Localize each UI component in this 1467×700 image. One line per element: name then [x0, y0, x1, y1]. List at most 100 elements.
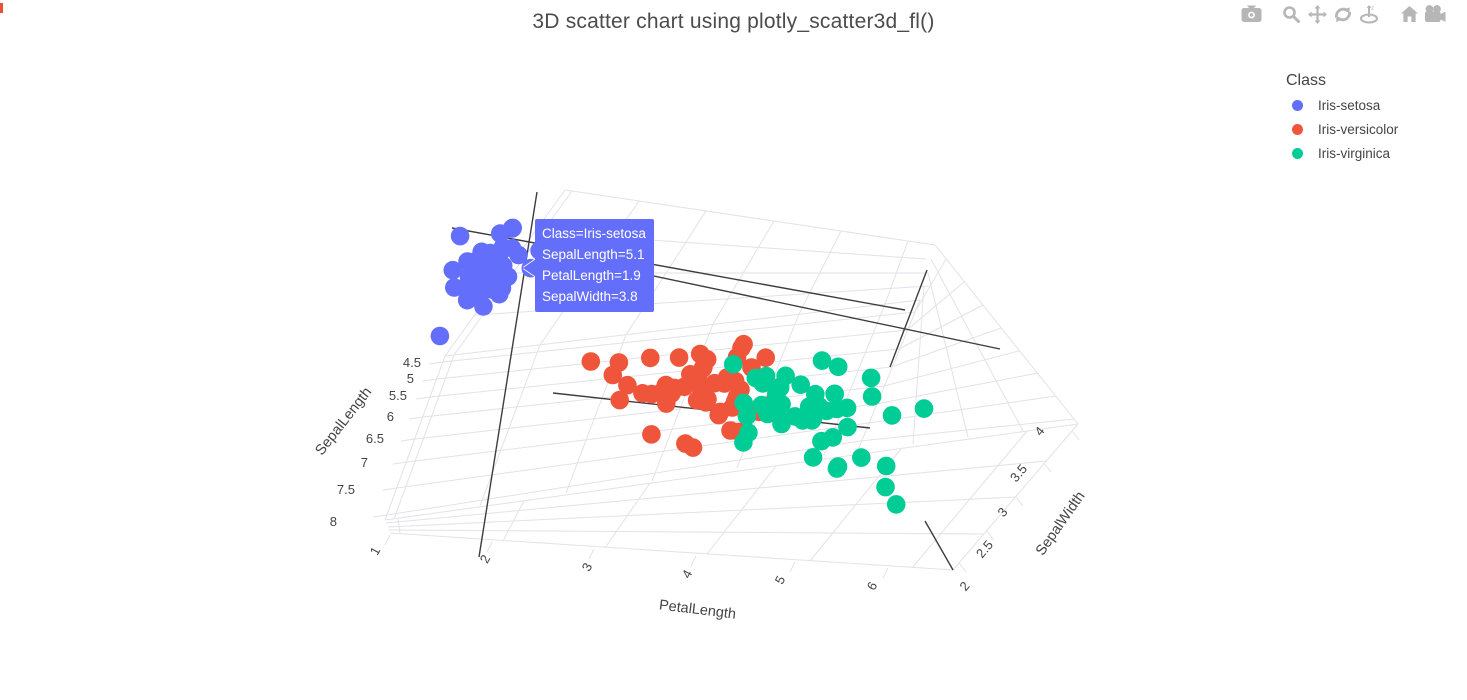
sepallength-axis-tick: 7	[361, 455, 368, 470]
data-point[interactable]	[785, 407, 805, 426]
screen-edge-artifact	[0, 3, 3, 13]
data-point[interactable]	[862, 387, 882, 406]
data-point[interactable]	[803, 448, 823, 467]
data-point[interactable]	[734, 393, 753, 413]
data-point[interactable]	[610, 390, 629, 410]
data-point[interactable]	[633, 384, 652, 403]
grid-line	[914, 258, 947, 313]
grid-line	[408, 416, 424, 420]
zoom-3d-button[interactable]	[1278, 3, 1304, 25]
data-point[interactable]	[825, 384, 844, 404]
data-point[interactable]	[430, 326, 450, 346]
data-point[interactable]	[886, 495, 906, 514]
legend-item-iris-virginica[interactable]: Iris-virginica	[1286, 146, 1398, 161]
sepallength-axis-tick: 6	[387, 409, 394, 424]
sepalwidth-axis-tick: 3	[994, 505, 1010, 520]
plotly-modebar: z	[1238, 2, 1462, 26]
data-point[interactable]	[812, 431, 831, 451]
sepallength-axis-tick: 6.5	[366, 431, 384, 446]
data-point[interactable]	[669, 348, 689, 367]
grid-line	[385, 460, 1048, 524]
data-point[interactable]	[791, 375, 810, 395]
data-point[interactable]	[443, 260, 463, 280]
data-point[interactable]	[806, 384, 825, 404]
sepallength-axis-tick: 5.5	[389, 388, 407, 403]
turntable-rotation-button[interactable]: z	[1356, 3, 1382, 25]
sepallength-axis-tick: 4.5	[403, 355, 421, 370]
data-point[interactable]	[876, 477, 895, 497]
hover-tooltip: Class=Iris-setosa SepalLength=5.1 PetalL…	[535, 219, 654, 312]
grid-line	[912, 285, 925, 445]
data-point[interactable]	[838, 417, 857, 437]
data-point[interactable]	[723, 355, 743, 374]
data-point[interactable]	[882, 406, 902, 425]
grid-line	[442, 311, 916, 363]
grid-line	[486, 541, 493, 553]
grid-line	[389, 532, 954, 571]
legend-item-iris-versicolor[interactable]: Iris-versicolor	[1286, 122, 1398, 137]
data-point[interactable]	[642, 425, 661, 444]
sepalwidth-axis-tick: 2	[956, 579, 972, 594]
data-point[interactable]	[772, 394, 791, 414]
petallength-axis-tick: 5	[772, 573, 789, 586]
reset-camera-last-save-button[interactable]	[1422, 3, 1448, 25]
data-point[interactable]	[808, 399, 828, 419]
grid-line	[859, 418, 1075, 442]
pan-3d-button[interactable]	[1304, 3, 1330, 25]
data-point[interactable]	[581, 352, 601, 371]
orbital-rotation-button[interactable]	[1330, 3, 1356, 25]
data-point[interactable]	[661, 384, 681, 404]
data-point[interactable]	[812, 351, 832, 370]
data-point[interactable]	[711, 402, 730, 422]
grid-line	[422, 378, 438, 382]
orbit-icon	[1335, 6, 1351, 22]
petallength-axis-tick: 3	[579, 560, 596, 573]
legend-item-iris-setosa[interactable]: Iris-setosa	[1286, 98, 1398, 113]
data-point[interactable]	[837, 398, 857, 418]
hover-spike-line	[924, 520, 954, 571]
grid-line	[588, 548, 595, 560]
sepalwidth-axis-tick: 4	[1031, 424, 1047, 439]
data-point[interactable]	[681, 365, 700, 384]
data-point[interactable]	[876, 456, 896, 476]
data-point[interactable]	[828, 457, 848, 476]
data-point[interactable]	[460, 286, 479, 305]
data-point[interactable]	[502, 238, 522, 258]
data-point[interactable]	[852, 448, 871, 467]
pan-arrows-icon	[1307, 4, 1327, 24]
data-point[interactable]	[603, 365, 623, 385]
grid-line	[414, 385, 885, 440]
data-point[interactable]	[861, 368, 881, 388]
legend-marker-versicolor	[1292, 124, 1303, 135]
legend-title: Class	[1286, 72, 1327, 89]
camera-icon	[1241, 5, 1261, 22]
data-point[interactable]	[828, 357, 848, 377]
data-point[interactable]	[467, 272, 486, 291]
legend-marker-virginica	[1292, 148, 1303, 159]
data-point[interactable]	[776, 366, 795, 386]
data-point[interactable]	[914, 399, 934, 418]
data-point[interactable]	[641, 348, 660, 368]
data-point[interactable]	[490, 224, 510, 243]
grid-line	[400, 438, 416, 442]
petallength-axis-tick: 1	[367, 544, 384, 557]
data-point[interactable]	[739, 423, 758, 443]
data-point[interactable]	[485, 255, 504, 274]
data-point[interactable]	[450, 226, 470, 246]
grid-line	[387, 496, 1017, 528]
home-icon	[1400, 6, 1418, 22]
download-png-button[interactable]	[1238, 3, 1264, 25]
data-point[interactable]	[734, 334, 753, 354]
data-point[interactable]	[725, 371, 745, 391]
data-point[interactable]	[692, 381, 711, 401]
data-point[interactable]	[746, 368, 766, 388]
legend: Class Iris-setosa Iris-versicolor Iris-v…	[1286, 72, 1398, 170]
data-point[interactable]	[756, 348, 775, 368]
data-point[interactable]	[721, 421, 740, 440]
legend-label: Iris-setosa	[1318, 98, 1381, 113]
reset-camera-button[interactable]	[1396, 3, 1422, 25]
data-point[interactable]	[676, 434, 695, 453]
data-point[interactable]	[618, 375, 637, 395]
